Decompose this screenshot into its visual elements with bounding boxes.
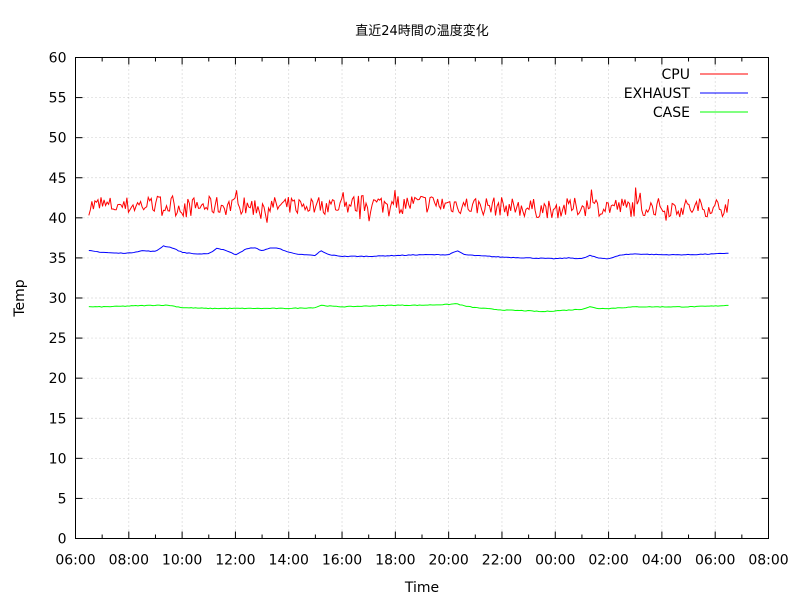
- x-tick-label: 00:00: [535, 553, 575, 569]
- x-tick-label: 10:00: [162, 553, 202, 569]
- y-tick-label: 0: [58, 532, 67, 548]
- x-tick-label: 18:00: [375, 553, 415, 569]
- chart-title: 直近24時間の温度変化: [355, 23, 489, 39]
- legend-label-case: CASE: [653, 105, 690, 121]
- x-tick-label: 20:00: [428, 553, 468, 569]
- y-tick-label: 20: [49, 371, 67, 387]
- x-axis: 06:00 08:00 10:00 12:00 14:00 16:00 18:00 20:00…: [55, 57, 789, 569]
- y-tick-label: 25: [49, 331, 67, 347]
- x-axis-title: Time: [404, 580, 439, 596]
- series-line-case: [88, 303, 729, 313]
- x-tick-label: 14:00: [269, 553, 309, 569]
- y-tick-label: 60: [49, 51, 67, 67]
- x-tick-label: 08:00: [109, 553, 149, 569]
- x-tick-label: 16:00: [322, 553, 362, 569]
- series-line-cpu: [88, 187, 730, 223]
- y-tick-label: 55: [49, 91, 67, 107]
- series-group: [88, 187, 730, 313]
- legend-label-cpu: CPU: [662, 67, 690, 83]
- y-tick-label: 45: [49, 171, 67, 187]
- x-tick-label: 04:00: [642, 553, 682, 569]
- x-tick-label: 22:00: [482, 553, 522, 569]
- y-tick-label: 5: [58, 491, 67, 507]
- y-tick-label: 50: [49, 131, 67, 147]
- x-tick-label: 06:00: [695, 553, 735, 569]
- y-tick-label: 35: [49, 251, 67, 267]
- y-axis: 0 5 10 15 20 25 30 35 40 45 50 55 60: [49, 51, 769, 548]
- x-tick-label: 02:00: [588, 553, 628, 569]
- x-tick-label: 06:00: [55, 553, 95, 569]
- y-tick-label: 10: [49, 451, 67, 467]
- legend-label-exhaust: EXHAUST: [624, 86, 691, 102]
- x-tick-label: 12:00: [215, 553, 255, 569]
- y-tick-label: 40: [49, 211, 67, 227]
- y-tick-label: 15: [49, 411, 67, 427]
- series-line-exhaust: [88, 245, 729, 260]
- y-axis-title: Temp: [12, 279, 28, 317]
- x-tick-label: 08:00: [748, 553, 788, 569]
- y-tick-label: 30: [49, 291, 67, 307]
- plot-frame: [75, 57, 769, 539]
- grid: [75, 57, 769, 539]
- legend: CPU EXHAUST CASE: [624, 67, 748, 121]
